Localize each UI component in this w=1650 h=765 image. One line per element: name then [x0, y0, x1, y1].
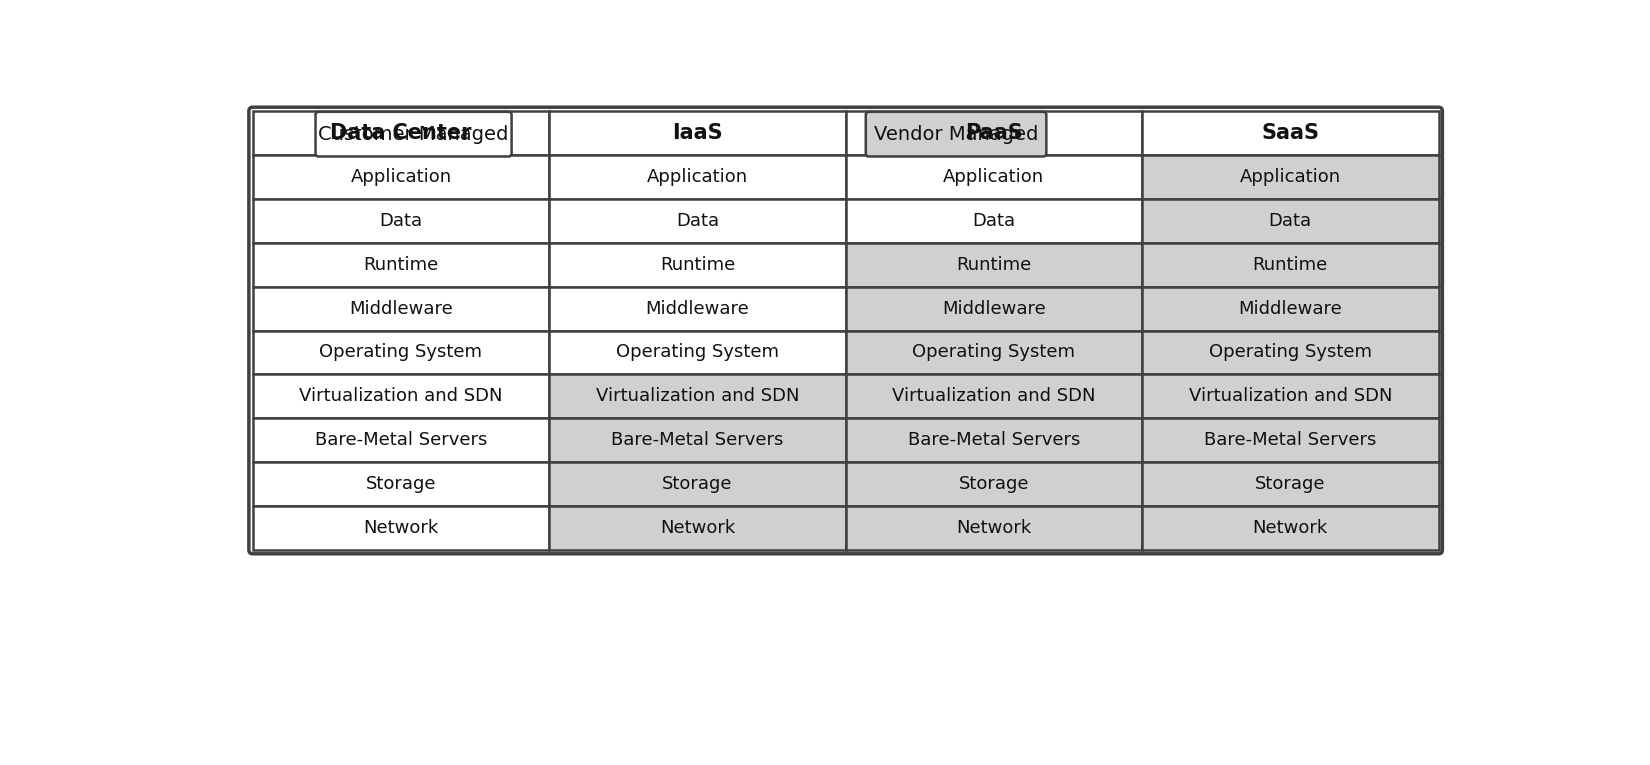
Text: Network: Network	[363, 519, 439, 537]
Text: Data: Data	[380, 212, 422, 230]
FancyBboxPatch shape	[1142, 418, 1439, 462]
Text: Bare-Metal Servers: Bare-Metal Servers	[1204, 431, 1376, 449]
FancyBboxPatch shape	[845, 287, 1142, 330]
FancyBboxPatch shape	[845, 462, 1142, 506]
Text: Application: Application	[944, 168, 1044, 186]
Text: Virtualization and SDN: Virtualization and SDN	[893, 387, 1096, 405]
Text: Application: Application	[350, 168, 452, 186]
Text: Virtualization and SDN: Virtualization and SDN	[299, 387, 503, 405]
Text: Network: Network	[1252, 519, 1328, 537]
Text: Middleware: Middleware	[645, 300, 749, 317]
Text: Middleware: Middleware	[1239, 300, 1341, 317]
Text: Runtime: Runtime	[1252, 256, 1328, 274]
FancyBboxPatch shape	[1142, 330, 1439, 374]
FancyBboxPatch shape	[845, 243, 1142, 287]
Text: Storage: Storage	[1256, 475, 1325, 493]
FancyBboxPatch shape	[252, 330, 549, 374]
Text: Customer Managed: Customer Managed	[318, 125, 508, 144]
FancyBboxPatch shape	[252, 287, 549, 330]
FancyBboxPatch shape	[549, 462, 845, 506]
FancyBboxPatch shape	[252, 155, 549, 199]
Text: Virtualization and SDN: Virtualization and SDN	[596, 387, 799, 405]
Text: Application: Application	[1239, 168, 1341, 186]
FancyBboxPatch shape	[252, 199, 549, 243]
FancyBboxPatch shape	[1142, 287, 1439, 330]
Text: Vendor Managed: Vendor Managed	[874, 125, 1038, 144]
Text: Runtime: Runtime	[660, 256, 734, 274]
FancyBboxPatch shape	[845, 506, 1142, 550]
FancyBboxPatch shape	[549, 506, 845, 550]
FancyBboxPatch shape	[549, 155, 845, 199]
FancyBboxPatch shape	[1142, 243, 1439, 287]
FancyBboxPatch shape	[315, 112, 512, 157]
FancyBboxPatch shape	[1142, 111, 1439, 155]
FancyBboxPatch shape	[252, 506, 549, 550]
FancyBboxPatch shape	[845, 199, 1142, 243]
Text: Storage: Storage	[959, 475, 1030, 493]
Text: Virtualization and SDN: Virtualization and SDN	[1188, 387, 1393, 405]
FancyBboxPatch shape	[866, 112, 1046, 157]
FancyBboxPatch shape	[252, 462, 549, 506]
Text: Runtime: Runtime	[957, 256, 1031, 274]
FancyBboxPatch shape	[549, 418, 845, 462]
Text: Data: Data	[972, 212, 1015, 230]
Text: Data Center: Data Center	[330, 123, 472, 143]
Text: Runtime: Runtime	[363, 256, 439, 274]
Text: Bare-Metal Servers: Bare-Metal Servers	[610, 431, 784, 449]
FancyBboxPatch shape	[1142, 506, 1439, 550]
FancyBboxPatch shape	[845, 330, 1142, 374]
FancyBboxPatch shape	[845, 374, 1142, 418]
FancyBboxPatch shape	[252, 243, 549, 287]
Text: IaaS: IaaS	[672, 123, 723, 143]
FancyBboxPatch shape	[549, 243, 845, 287]
FancyBboxPatch shape	[845, 155, 1142, 199]
FancyBboxPatch shape	[1142, 199, 1439, 243]
Text: PaaS: PaaS	[965, 123, 1023, 143]
Text: Operating System: Operating System	[320, 343, 482, 361]
Text: Operating System: Operating System	[912, 343, 1076, 361]
Text: Network: Network	[957, 519, 1031, 537]
Text: Storage: Storage	[366, 475, 436, 493]
Text: SaaS: SaaS	[1261, 123, 1320, 143]
FancyBboxPatch shape	[549, 199, 845, 243]
FancyBboxPatch shape	[1142, 462, 1439, 506]
FancyBboxPatch shape	[549, 287, 845, 330]
Text: Bare-Metal Servers: Bare-Metal Servers	[908, 431, 1081, 449]
Text: Operating System: Operating System	[615, 343, 779, 361]
FancyBboxPatch shape	[252, 418, 549, 462]
Text: Bare-Metal Servers: Bare-Metal Servers	[315, 431, 487, 449]
FancyBboxPatch shape	[845, 111, 1142, 155]
Text: Storage: Storage	[662, 475, 733, 493]
FancyBboxPatch shape	[845, 418, 1142, 462]
Text: Data: Data	[676, 212, 719, 230]
Text: Operating System: Operating System	[1209, 343, 1371, 361]
FancyBboxPatch shape	[549, 374, 845, 418]
FancyBboxPatch shape	[549, 330, 845, 374]
FancyBboxPatch shape	[1142, 374, 1439, 418]
FancyBboxPatch shape	[549, 111, 845, 155]
Text: Application: Application	[647, 168, 747, 186]
FancyBboxPatch shape	[1142, 155, 1439, 199]
FancyBboxPatch shape	[252, 111, 549, 155]
Text: Middleware: Middleware	[942, 300, 1046, 317]
Text: Middleware: Middleware	[350, 300, 452, 317]
Text: Data: Data	[1269, 212, 1312, 230]
FancyBboxPatch shape	[252, 374, 549, 418]
Text: Network: Network	[660, 519, 734, 537]
